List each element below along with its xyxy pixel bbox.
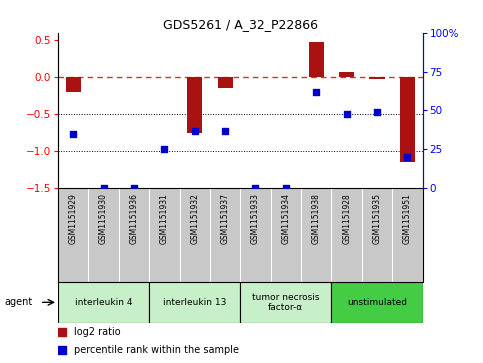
Point [343, 111, 351, 117]
Text: GSM1151933: GSM1151933 [251, 193, 260, 244]
Text: GSM1151937: GSM1151937 [221, 193, 229, 244]
Bar [331, 282, 423, 323]
Text: percentile rank within the sample: percentile rank within the sample [74, 345, 240, 355]
Point [252, 185, 259, 191]
Text: GSM1151938: GSM1151938 [312, 193, 321, 244]
Text: GSM1151951: GSM1151951 [403, 193, 412, 244]
Text: GSM1151932: GSM1151932 [190, 193, 199, 244]
Point [99, 185, 107, 191]
Bar [369, 77, 384, 79]
Title: GDS5261 / A_32_P22866: GDS5261 / A_32_P22866 [163, 19, 318, 32]
Text: GSM1151936: GSM1151936 [129, 193, 139, 244]
Bar [400, 77, 415, 162]
Bar [339, 72, 354, 77]
Bar [217, 77, 233, 88]
Point [130, 185, 138, 191]
Text: log2 ratio: log2 ratio [74, 327, 121, 337]
Text: GSM1151934: GSM1151934 [282, 193, 290, 244]
Point [313, 89, 320, 95]
Point [58, 347, 66, 353]
Text: GSM1151928: GSM1151928 [342, 193, 351, 244]
Point [282, 185, 290, 191]
Text: GSM1151931: GSM1151931 [160, 193, 169, 244]
Text: tumor necrosis
factor-α: tumor necrosis factor-α [252, 293, 320, 312]
Point [191, 128, 199, 134]
Bar [241, 282, 331, 323]
Point [160, 146, 168, 152]
Text: GSM1151930: GSM1151930 [99, 193, 108, 244]
Text: interleukin 4: interleukin 4 [75, 298, 132, 307]
Bar [58, 282, 149, 323]
Bar [187, 77, 202, 133]
Text: GSM1151929: GSM1151929 [69, 193, 78, 244]
Text: unstimulated: unstimulated [347, 298, 407, 307]
Bar [309, 41, 324, 77]
Bar [149, 282, 241, 323]
Point [58, 329, 66, 335]
Point [373, 109, 381, 115]
Text: interleukin 13: interleukin 13 [163, 298, 227, 307]
Point [404, 154, 412, 160]
Point [69, 131, 77, 137]
Bar [66, 77, 81, 92]
Text: agent: agent [4, 297, 32, 307]
Point [221, 128, 229, 134]
Text: GSM1151935: GSM1151935 [372, 193, 382, 244]
